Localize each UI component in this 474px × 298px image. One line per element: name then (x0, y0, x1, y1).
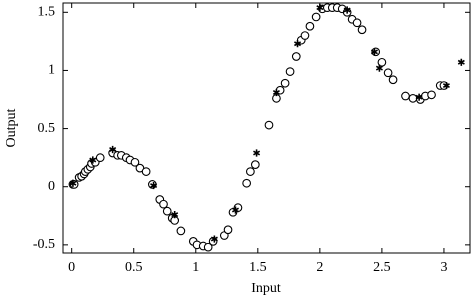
point (162, 206, 172, 216)
point (242, 178, 251, 188)
x-tick-label: 2.5 (373, 260, 391, 275)
point (343, 6, 351, 14)
x-tick-label: 1.5 (249, 260, 267, 275)
point (383, 68, 393, 78)
point (223, 225, 233, 235)
point (370, 48, 378, 56)
point (357, 25, 367, 35)
y-tick-label: 1.5 (38, 5, 56, 20)
x-tick-label: 0.5 (125, 260, 143, 275)
point (457, 58, 465, 66)
point (294, 40, 302, 48)
point (316, 4, 324, 12)
point (89, 156, 97, 164)
point (130, 157, 140, 167)
point (388, 75, 398, 85)
point (300, 31, 310, 40)
point (246, 167, 255, 176)
point (109, 145, 117, 154)
x-axis-label: Input (251, 281, 281, 296)
point (375, 64, 383, 72)
point (352, 18, 362, 28)
point (95, 153, 105, 163)
point (176, 226, 186, 236)
y-axis-label: Output (4, 108, 19, 147)
point (311, 12, 321, 22)
point (159, 199, 168, 209)
point (203, 242, 213, 252)
point (427, 90, 436, 100)
point (408, 93, 418, 103)
x-tick-label: 0 (68, 260, 75, 275)
point (231, 206, 239, 214)
x-tick-label: 2 (316, 260, 323, 275)
y-tick-label: 0 (48, 179, 55, 194)
point (141, 167, 151, 176)
x-tick-label: 1 (192, 260, 199, 275)
point (264, 120, 274, 130)
y-tick-label: -0.5 (33, 237, 55, 252)
point (305, 21, 315, 31)
point (291, 52, 301, 61)
point (285, 67, 295, 76)
y-tick-label: 1 (48, 63, 55, 78)
point (250, 160, 260, 169)
point (150, 181, 158, 190)
point (272, 88, 280, 97)
x-tick-label: 3 (440, 260, 447, 275)
point (415, 93, 423, 101)
point (401, 91, 410, 101)
point (69, 179, 77, 187)
point (171, 211, 179, 219)
point (210, 235, 218, 243)
point (442, 81, 450, 90)
y-tick-label: 0.5 (38, 121, 56, 136)
plot-frame (62, 2, 471, 254)
point (253, 149, 261, 157)
point (280, 78, 290, 88)
